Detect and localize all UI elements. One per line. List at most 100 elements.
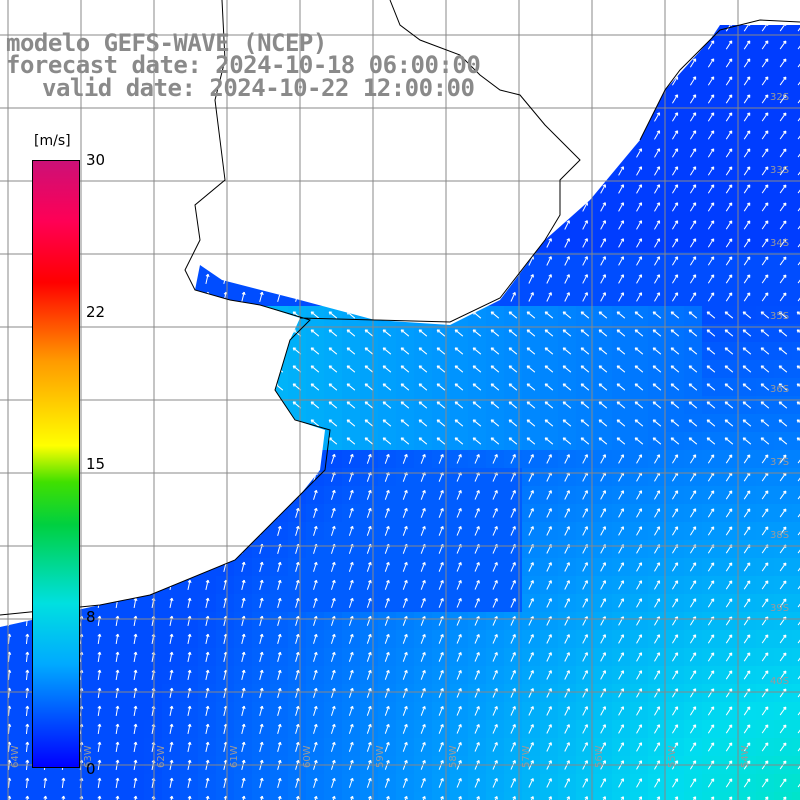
wind-arrow [706, 437, 716, 445]
speed-cell [198, 792, 216, 800]
wind-arrow [187, 525, 192, 536]
wind-arrow [169, 237, 174, 248]
speed-cell [108, 306, 126, 324]
wind-arrow [492, 742, 498, 752]
speed-cell [270, 144, 288, 162]
wind-arrow [420, 579, 426, 590]
wind-arrow [133, 525, 138, 537]
speed-cell [306, 144, 324, 162]
speed-cell [108, 540, 126, 558]
wind-arrow [724, 437, 734, 445]
wind-arrow [689, 706, 697, 716]
wind-arrow [526, 401, 536, 409]
speed-cell [684, 25, 702, 36]
wind-arrow [508, 329, 518, 337]
speed-cell [792, 144, 800, 162]
speed-cell [576, 126, 594, 144]
speed-cell [144, 180, 162, 198]
wind-arrow [43, 777, 48, 789]
wind-arrow [564, 454, 570, 464]
wind-arrow [616, 311, 626, 319]
wind-arrow [474, 25, 480, 32]
speed-cell [792, 774, 800, 792]
speed-cell [0, 126, 18, 144]
speed-cell [90, 486, 108, 504]
wind-arrow [564, 508, 570, 518]
wind-arrow [582, 670, 588, 680]
lon-label: 61W [229, 745, 240, 768]
wind-arrow [22, 311, 32, 319]
speed-cell [792, 90, 800, 108]
wind-arrow [115, 579, 120, 591]
wind-arrow [761, 274, 769, 284]
wind-arrow [528, 76, 534, 86]
wind-arrow [490, 401, 500, 409]
speed-cell [180, 0, 198, 18]
speed-cell [342, 216, 360, 234]
wind-arrow [725, 706, 733, 716]
wind-arrow [238, 311, 248, 319]
wind-arrow [456, 39, 462, 50]
wind-arrow [778, 419, 788, 427]
wind-arrow [564, 94, 570, 104]
speed-cell [594, 792, 612, 800]
wind-arrow [438, 723, 444, 734]
speed-cell [108, 432, 126, 450]
wind-arrow [654, 202, 661, 212]
wind-arrow [115, 183, 120, 195]
wind-arrow [707, 508, 715, 518]
wind-arrow [259, 453, 264, 464]
wind-arrow [97, 633, 102, 645]
wind-arrow [330, 687, 336, 698]
wind-arrow [202, 419, 212, 427]
wind-arrow [761, 454, 769, 464]
wind-arrow [4, 347, 14, 355]
speed-cell [144, 504, 162, 522]
wind-arrow [170, 4, 173, 14]
wind-arrow [25, 795, 30, 800]
wind-arrow [25, 237, 30, 249]
wind-arrow [402, 237, 408, 248]
speed-cell [126, 522, 144, 540]
wind-arrow [169, 597, 174, 608]
wind-arrow [115, 489, 120, 501]
wind-arrow [384, 183, 390, 194]
speed-cell [162, 576, 180, 594]
speed-cell [144, 234, 162, 252]
speed-cell [522, 36, 540, 54]
wind-arrow [670, 383, 680, 391]
wind-arrow [115, 129, 120, 141]
wind-arrow [600, 202, 607, 212]
wind-arrow [707, 202, 715, 212]
speed-cell [612, 0, 630, 18]
wind-arrow [600, 184, 607, 194]
wind-arrow [582, 778, 588, 788]
speed-cell [450, 792, 468, 800]
wind-arrow [598, 311, 608, 319]
speed-cell [108, 504, 126, 522]
wind-arrow [148, 419, 158, 427]
wind-arrow [166, 383, 176, 391]
speed-cell [90, 126, 108, 144]
wind-arrow [364, 365, 374, 373]
wind-arrow [402, 273, 408, 284]
wind-arrow [689, 598, 697, 608]
wind-arrow [797, 742, 800, 752]
speed-cell [162, 432, 180, 450]
wind-arrow [418, 401, 428, 409]
wind-arrow [238, 437, 248, 445]
wind-arrow [528, 454, 534, 464]
wind-arrow [743, 670, 751, 680]
speed-cell [324, 216, 342, 234]
speed-cell [180, 126, 198, 144]
wind-arrow [779, 58, 787, 68]
wind-arrow [654, 220, 661, 230]
wind-arrow [151, 507, 156, 519]
speed-cell [180, 468, 198, 486]
wind-arrow [689, 634, 697, 644]
wind-arrow [22, 365, 32, 373]
wind-arrow [241, 147, 246, 158]
wind-arrow [672, 58, 679, 68]
wind-arrow [456, 597, 462, 608]
wind-arrow [761, 94, 769, 104]
